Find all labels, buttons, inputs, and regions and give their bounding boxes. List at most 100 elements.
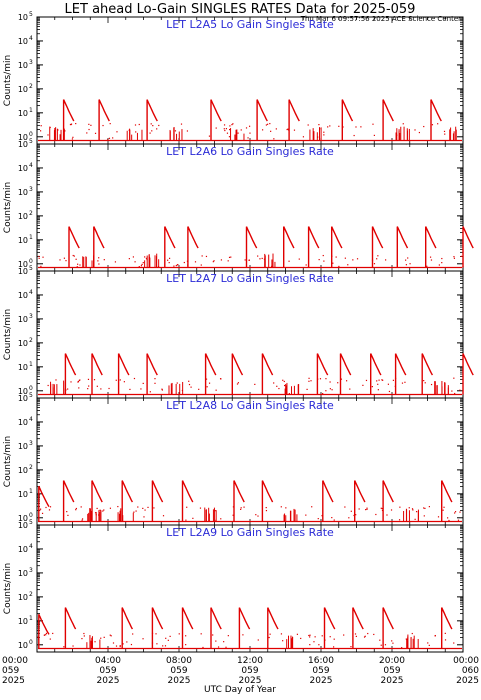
data-spike — [256, 99, 268, 141]
data-noise-point — [75, 507, 77, 510]
y-tick-exponent: 5 — [29, 138, 33, 145]
y-tick-label: 10 — [18, 85, 28, 94]
data-noise-point — [428, 506, 430, 508]
data-spike — [151, 607, 164, 649]
data-noise-point — [212, 634, 214, 636]
data-noise-point — [257, 255, 259, 257]
data-noise-point — [115, 379, 117, 381]
data-noise-point — [414, 518, 416, 520]
data-noise-point — [424, 507, 426, 510]
data-noise-point — [188, 380, 190, 382]
y-tick-label: 10 — [18, 394, 28, 403]
data-noise-point — [185, 519, 187, 521]
data-noise-point — [162, 645, 164, 647]
data-noise-point — [141, 263, 143, 266]
data-noise-point — [309, 636, 311, 638]
data-noise-point — [70, 123, 73, 125]
data-noise-point — [323, 131, 325, 133]
data-noise-point — [198, 388, 200, 390]
data-noise-point — [249, 132, 251, 134]
data-noise-point — [94, 512, 97, 514]
data-noise-point — [59, 259, 61, 261]
data-noise-point — [335, 256, 337, 258]
data-noise-point — [138, 123, 140, 126]
data-noise-point — [337, 382, 339, 384]
data-noise-point — [323, 260, 325, 262]
data-noise-point — [325, 378, 327, 380]
data-noise-point — [102, 510, 104, 512]
data-noise-point — [405, 259, 407, 261]
data-noise-point — [145, 257, 148, 259]
data-noise-point — [405, 638, 407, 640]
data-noise-point — [288, 392, 290, 395]
x-tick-label-day: 060 — [462, 666, 479, 676]
data-noise-point — [152, 125, 154, 127]
data-noise-point — [39, 509, 41, 511]
data-noise-point — [226, 132, 229, 134]
data-noise-point — [229, 128, 231, 131]
data-noise-point — [423, 507, 425, 509]
panel-frame — [36, 143, 464, 272]
x-tick-label-year: 2025 — [239, 676, 262, 686]
data-noise-point — [161, 389, 164, 391]
y-tick-label: 10 — [18, 37, 28, 46]
data-spike — [396, 226, 409, 268]
data-noise-point — [107, 139, 109, 141]
data-noise-point — [100, 388, 102, 390]
data-noise-point — [186, 130, 189, 132]
data-spike — [38, 485, 50, 522]
data-noise-point — [103, 259, 105, 261]
y-tick-label: 10 — [18, 61, 28, 70]
data-noise-point — [63, 646, 65, 648]
data-noise-point — [155, 633, 157, 635]
data-noise-point — [217, 646, 220, 648]
data-spike — [210, 99, 222, 141]
data-noise-point — [310, 380, 312, 382]
data-noise-point — [40, 125, 42, 127]
data-noise-point — [240, 508, 242, 510]
data-noise-point — [103, 509, 105, 511]
data-noise-point — [208, 382, 211, 384]
data-noise-point — [199, 507, 202, 509]
data-noise-point — [365, 509, 367, 511]
y-tick-exponent: 4 — [29, 416, 33, 423]
data-noise-point — [298, 258, 300, 260]
data-noise-point — [372, 123, 374, 125]
y-tick-label: 10 — [18, 442, 28, 451]
y-tick-exponent: 4 — [29, 289, 33, 296]
data-noise-point — [318, 124, 320, 126]
y-tick-label: 10 — [18, 387, 28, 396]
data-noise-point — [282, 379, 284, 381]
data-noise-point — [154, 378, 156, 380]
x-tick-label-time: 00:00 — [453, 656, 479, 666]
data-noise-point — [164, 645, 167, 647]
data-noise-point — [363, 636, 366, 638]
y-tick-exponent: 1 — [29, 488, 33, 495]
data-noise-point — [153, 507, 155, 509]
data-noise-point — [212, 261, 214, 263]
y-tick-exponent: 0 — [29, 131, 33, 138]
data-noise-point — [353, 134, 355, 137]
data-noise-point — [442, 509, 444, 511]
data-spike — [261, 353, 274, 395]
data-noise-point — [213, 260, 215, 262]
data-noise-point — [329, 388, 331, 390]
data-noise-point — [69, 123, 72, 126]
data-noise-point — [137, 506, 139, 508]
chart-panel-3: LET L2A7 Lo Gain Singles Rate Counts/min 1… — [3, 265, 474, 399]
y-tick-exponent: 3 — [29, 313, 33, 320]
y-axis-label: Counts/min — [3, 55, 13, 106]
data-noise-point — [317, 518, 319, 520]
data-noise-point — [381, 507, 383, 510]
data-noise-point — [110, 635, 112, 637]
y-tick-exponent: 2 — [29, 83, 33, 90]
data-noise-point — [183, 261, 185, 264]
data-noise-point — [333, 646, 335, 648]
data-noise-point — [331, 389, 333, 391]
x-tick-label-year: 2025 — [2, 676, 25, 686]
panel-frame — [36, 524, 464, 653]
data-noise-point — [284, 384, 286, 387]
data-noise-point — [270, 130, 272, 132]
data-noise-point — [287, 128, 289, 130]
